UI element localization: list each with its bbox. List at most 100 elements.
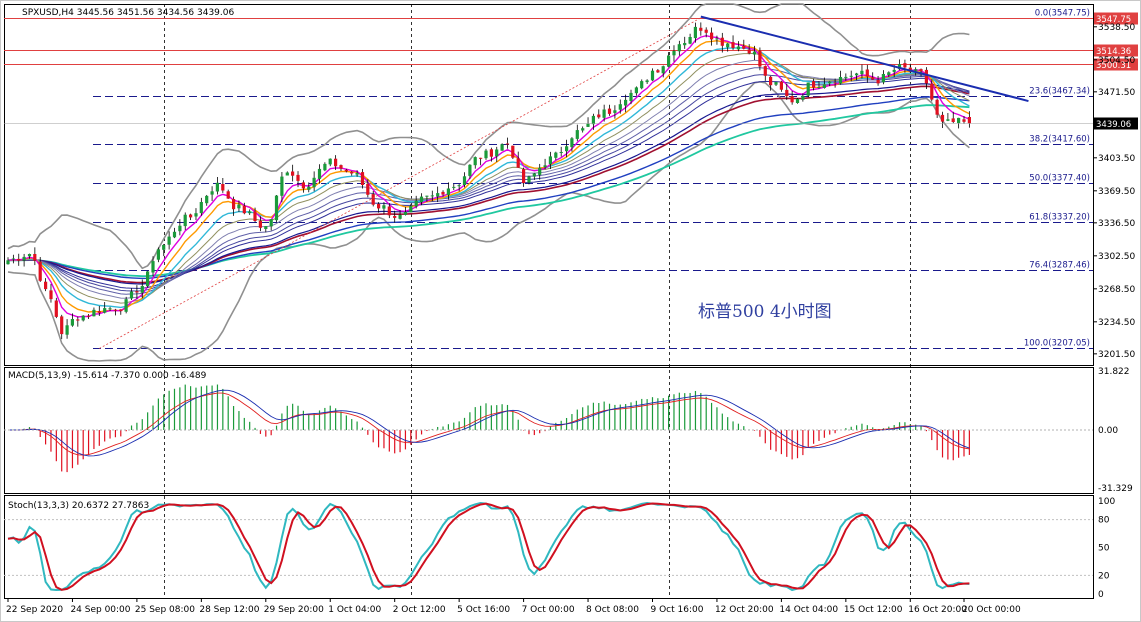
candle-56 xyxy=(307,182,311,193)
price-tick-label-7: 3302.50 xyxy=(1098,252,1135,262)
level-tag-bg-1 xyxy=(1094,44,1138,57)
candle-body-165 xyxy=(892,69,896,72)
candle-body-83 xyxy=(452,186,456,188)
candle-171 xyxy=(924,67,928,89)
candle-body-113 xyxy=(613,110,617,113)
stoch-tick-label-0: 100 xyxy=(1098,497,1115,507)
candle-177 xyxy=(957,117,961,129)
candle-47 xyxy=(258,216,262,232)
candle-body-106 xyxy=(575,130,579,139)
candle-body-121 xyxy=(656,70,660,73)
candle-body-10 xyxy=(60,316,64,335)
candle-96 xyxy=(522,167,526,187)
candle-body-135 xyxy=(731,42,735,48)
candle-body-154 xyxy=(833,82,837,84)
candle-body-120 xyxy=(650,70,655,81)
candle-178 xyxy=(962,116,966,124)
candle-75 xyxy=(409,204,413,213)
candle-body-110 xyxy=(597,114,601,118)
time-tick-label-5: 1 Oct 04:00 xyxy=(328,605,381,615)
bollinger-bands xyxy=(7,3,970,362)
candle-30 xyxy=(167,231,171,250)
candle-150 xyxy=(812,78,816,91)
candle-39 xyxy=(215,176,219,195)
candle-body-175 xyxy=(946,119,950,121)
candle-body-112 xyxy=(607,108,612,114)
candle-106 xyxy=(575,124,579,142)
candle-body-23 xyxy=(129,291,134,299)
candle-body-15 xyxy=(87,315,91,317)
candle-146 xyxy=(790,90,794,105)
candle-body-56 xyxy=(307,186,311,190)
candle-35 xyxy=(194,208,198,221)
candle-body-2 xyxy=(17,258,21,261)
candle-147 xyxy=(795,98,800,104)
candle-body-169 xyxy=(914,69,918,71)
candle-body-159 xyxy=(860,70,864,75)
candle-body-177 xyxy=(957,117,961,124)
candle-144 xyxy=(779,80,783,92)
candle-22 xyxy=(124,296,128,314)
candle-body-20 xyxy=(113,309,117,311)
trendlines xyxy=(99,15,1029,349)
candle-131 xyxy=(710,27,714,46)
candle-body-162 xyxy=(876,80,880,84)
candle-body-111 xyxy=(602,109,606,118)
candle-body-114 xyxy=(618,104,622,110)
candle-body-47 xyxy=(258,220,262,228)
candle-body-170 xyxy=(919,69,923,72)
candle-134 xyxy=(726,42,730,52)
candle-119 xyxy=(645,79,649,84)
candle-66 xyxy=(360,168,365,189)
candle-115 xyxy=(624,94,628,113)
candle-body-53 xyxy=(291,171,295,176)
text-labels: SPXUSD,H4 3445.56 3451.56 3434.56 3439.0… xyxy=(8,8,832,511)
candle-121 xyxy=(656,68,660,73)
price-tick-label-5: 3369.50 xyxy=(1098,187,1135,197)
candlesticks xyxy=(6,22,971,340)
candle-76 xyxy=(414,195,418,209)
candle-body-35 xyxy=(194,213,198,217)
candle-107 xyxy=(581,126,585,133)
candle-124 xyxy=(672,45,676,62)
candle-82 xyxy=(446,182,450,200)
candle-45 xyxy=(248,209,252,215)
time-tick-label-9: 8 Oct 08:00 xyxy=(586,605,639,615)
candle-body-157 xyxy=(849,75,853,77)
candle-body-4 xyxy=(27,254,32,257)
candle-body-45 xyxy=(248,211,252,214)
candle-60 xyxy=(328,158,332,167)
candle-body-82 xyxy=(446,188,450,195)
candle-body-67 xyxy=(366,183,370,195)
macd-pane: 31.822 0.00 -31.329 xyxy=(4,367,1133,494)
candle-8 xyxy=(49,283,53,303)
candle-body-130 xyxy=(704,29,708,33)
candle-19 xyxy=(108,306,112,312)
candle-161 xyxy=(871,72,875,80)
candle-62 xyxy=(339,164,343,171)
candle-body-134 xyxy=(726,43,730,48)
stoch-tick-label-3: 20 xyxy=(1098,571,1110,581)
chart-annotation: 标普500 4小时图 xyxy=(698,302,832,322)
candle-28 xyxy=(156,247,160,263)
bollinger-upper xyxy=(7,3,970,270)
candle-body-87 xyxy=(473,157,477,166)
candle-84 xyxy=(457,184,461,192)
macd-label: MACD(5,13,9) -15.614 -7.370 0.000 -16.48… xyxy=(8,371,207,381)
candle-81 xyxy=(441,190,445,197)
candle-body-171 xyxy=(924,69,928,84)
ma-18-line xyxy=(7,52,970,304)
candle-body-91 xyxy=(495,149,499,157)
candle-body-115 xyxy=(624,99,628,106)
candle-body-51 xyxy=(280,176,284,196)
candle-25 xyxy=(140,279,144,299)
candle-body-97 xyxy=(527,176,531,183)
fibonacci-anchor-line xyxy=(99,17,702,349)
candle-164 xyxy=(887,71,891,78)
candle-21 xyxy=(119,309,123,315)
candle-body-108 xyxy=(586,123,590,127)
candle-body-98 xyxy=(532,173,536,177)
candle-body-160 xyxy=(865,69,869,77)
